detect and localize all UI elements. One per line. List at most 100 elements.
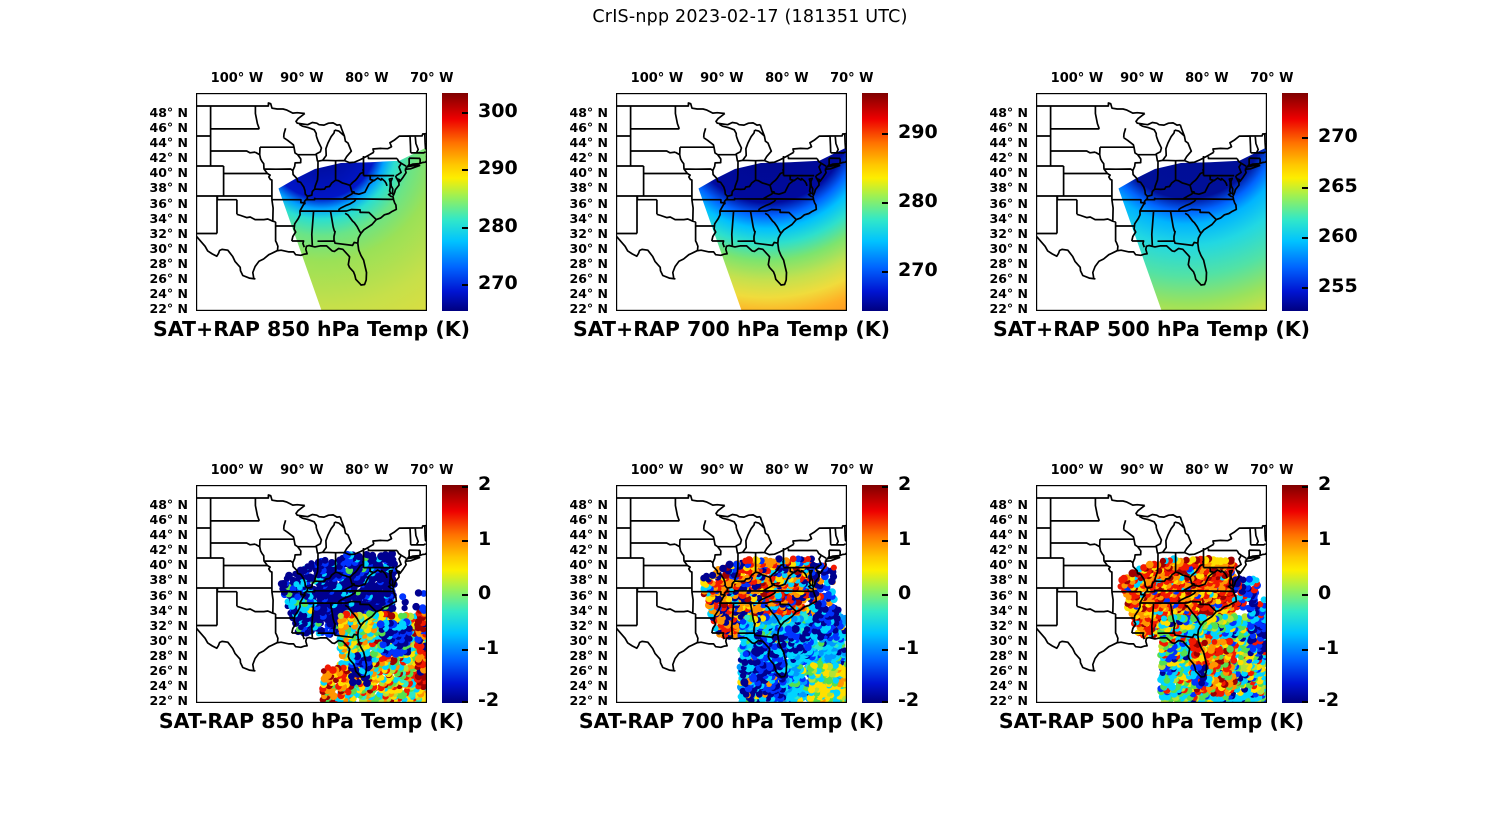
lat-tick-label: 40° N xyxy=(989,165,1028,181)
lon-tick-label: 80° W xyxy=(345,463,389,478)
lon-tick-label: 90° W xyxy=(280,463,324,478)
map-frame xyxy=(196,485,427,703)
colorbar-tick-mark xyxy=(882,270,888,273)
lat-tick-label: 24° N xyxy=(569,677,608,693)
lat-tick-label: 48° N xyxy=(569,105,608,121)
colorbar-tick-label: 2 xyxy=(1318,473,1332,495)
state-boundaries xyxy=(1036,494,1267,678)
map-frame xyxy=(196,93,427,311)
lat-tick-label: 28° N xyxy=(989,255,1028,271)
figure-title: CrIS-npp 2023-02-17 (181351 UTC) xyxy=(592,7,908,27)
lat-tick-label: 30° N xyxy=(989,632,1028,648)
lon-tick-label: 100° W xyxy=(1050,71,1104,86)
colorbar-tick-label: -1 xyxy=(898,636,920,659)
colorbar-tick-mark xyxy=(1302,486,1308,488)
lat-tick-label: 22° N xyxy=(149,692,188,708)
lat-tick-label: 46° N xyxy=(989,120,1028,136)
lat-tick-label: 36° N xyxy=(989,587,1028,603)
colorbar-tick-mark xyxy=(1302,187,1308,189)
colorbar-tick-label: 2 xyxy=(898,473,912,495)
colorbar-tick-mark xyxy=(1302,539,1308,542)
lon-tick-label: 80° W xyxy=(345,71,389,86)
colorbar-tick-label: 0 xyxy=(478,582,492,604)
colorbar-tick-mark xyxy=(1302,648,1308,651)
colorbar-tick-mark xyxy=(462,486,468,488)
lat-tick-label: 34° N xyxy=(989,210,1028,226)
colorbar-tick-label: 290 xyxy=(478,157,518,180)
state-boundaries xyxy=(196,102,427,286)
us-map-canvas xyxy=(196,93,427,311)
lat-tick-label: 38° N xyxy=(989,572,1028,588)
lat-tick-label: 32° N xyxy=(989,617,1028,633)
lat-tick-label: 38° N xyxy=(569,572,608,588)
lat-tick-label: 40° N xyxy=(569,165,608,181)
colorbar-tick-label: 270 xyxy=(898,258,938,281)
colorbar-tick-label: -2 xyxy=(898,689,920,711)
scatter-dots xyxy=(277,550,427,703)
lat-tick-label: 38° N xyxy=(569,180,608,196)
lat-tick-label: 28° N xyxy=(989,647,1028,663)
colorbar-tick-mark xyxy=(1302,287,1308,289)
lat-tick-label: 46° N xyxy=(989,512,1028,528)
colorbar-tick-mark xyxy=(882,486,888,488)
colorbar-tick-mark xyxy=(462,169,468,172)
us-map-canvas xyxy=(1036,485,1267,703)
colorbar-tick-mark xyxy=(462,284,468,287)
colorbar-tick-mark xyxy=(462,539,468,542)
lat-tick-label: 44° N xyxy=(989,527,1028,543)
lon-tick-label: 80° W xyxy=(1185,463,1229,478)
lat-tick-label: 22° N xyxy=(149,300,188,316)
lat-tick-label: 22° N xyxy=(989,300,1028,316)
lon-tick-label: 100° W xyxy=(630,71,684,86)
lat-tick-label: 38° N xyxy=(989,180,1028,196)
lat-tick-label: 40° N xyxy=(149,557,188,573)
lat-tick-label: 28° N xyxy=(149,255,188,271)
colorbar-tick-label: 270 xyxy=(478,272,518,295)
lat-tick-label: 24° N xyxy=(149,677,188,693)
us-map-canvas xyxy=(1036,93,1267,311)
lat-tick-label: 44° N xyxy=(149,527,188,543)
map-frame xyxy=(616,93,847,311)
lon-tick-label: 80° W xyxy=(765,463,809,478)
colorbar-tick-label: 280 xyxy=(898,190,938,212)
lat-tick-label: 34° N xyxy=(149,210,188,226)
colorbar-tick-mark xyxy=(462,226,468,229)
lat-tick-label: 42° N xyxy=(569,542,608,558)
state-boundaries xyxy=(616,494,847,678)
lat-tick-label: 42° N xyxy=(149,542,188,558)
lat-tick-label: 40° N xyxy=(149,165,188,181)
lat-tick-label: 48° N xyxy=(989,497,1028,513)
state-boundaries xyxy=(616,102,847,286)
colorbar-tick-label: 0 xyxy=(898,582,912,604)
colorbar-tick-mark xyxy=(882,648,888,651)
map-frame xyxy=(1036,485,1267,703)
lat-tick-label: 36° N xyxy=(149,195,188,211)
lat-tick-label: 46° N xyxy=(569,512,608,528)
lon-tick-label: 70° W xyxy=(410,71,454,86)
lat-tick-label: 28° N xyxy=(569,255,608,271)
lat-tick-label: 48° N xyxy=(989,105,1028,121)
lon-tick-label: 90° W xyxy=(700,463,744,478)
lat-tick-label: 32° N xyxy=(569,617,608,633)
colorbar-tick-mark xyxy=(1302,237,1308,239)
panel-title: SAT-RAP 850 hPa Temp (K) xyxy=(158,709,465,733)
lat-tick-label: 26° N xyxy=(149,270,188,286)
colorbar-tick-mark xyxy=(462,594,468,596)
lon-tick-label: 90° W xyxy=(1120,71,1164,86)
us-map-canvas xyxy=(196,485,427,703)
lat-tick-label: 26° N xyxy=(989,270,1028,286)
lat-tick-label: 44° N xyxy=(569,135,608,151)
lat-tick-label: 26° N xyxy=(569,270,608,286)
lat-tick-label: 32° N xyxy=(569,225,608,241)
us-map-canvas xyxy=(616,485,847,703)
lat-tick-label: 24° N xyxy=(989,677,1028,693)
lat-tick-label: 34° N xyxy=(989,602,1028,618)
colorbar-tick-mark xyxy=(882,594,888,596)
lat-tick-label: 48° N xyxy=(149,105,188,121)
lat-tick-label: 36° N xyxy=(989,195,1028,211)
lon-tick-label: 100° W xyxy=(1050,463,1104,478)
colorbar-tick-mark xyxy=(462,701,468,703)
lat-tick-label: 36° N xyxy=(149,587,188,603)
lat-tick-label: 32° N xyxy=(989,225,1028,241)
colorbar-tick-label: 260 xyxy=(1318,225,1358,247)
